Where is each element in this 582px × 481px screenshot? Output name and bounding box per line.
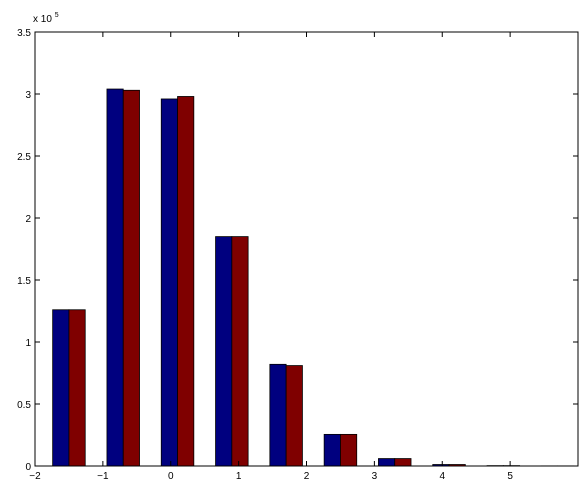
x-tick-label-7: 5 bbox=[507, 471, 513, 481]
bar-s2-3 bbox=[231, 236, 249, 467]
bar-s2-6 bbox=[394, 458, 412, 467]
x-tick-label-6: 4 bbox=[439, 471, 445, 481]
x-tick-label-4: 2 bbox=[304, 471, 310, 481]
bar-s2-4 bbox=[285, 365, 303, 467]
x-tick-label-2: 0 bbox=[168, 471, 174, 481]
axes-layer bbox=[34, 31, 579, 467]
x-tick-label-0: −2 bbox=[29, 471, 41, 481]
bar-s1-6 bbox=[378, 458, 396, 467]
x-tick-label-3: 1 bbox=[236, 471, 242, 481]
y-tick-label-3: 1.5 bbox=[17, 276, 31, 287]
y-tick-label-2: 1 bbox=[25, 338, 31, 349]
y-tick-label-6: 3 bbox=[25, 90, 31, 101]
y-tick-label-4: 2 bbox=[25, 214, 31, 225]
bars-layer bbox=[52, 88, 575, 467]
bar-s1-0 bbox=[52, 309, 70, 467]
bar-s2-5 bbox=[340, 433, 358, 467]
tick-labels-layer: −2 −1 0 1 2 3 4 5 0 0.5 1 1.5 2 2.5 3 3.5 bbox=[17, 28, 513, 481]
bar-s2-1 bbox=[122, 89, 140, 467]
bar-s1-1 bbox=[106, 88, 124, 467]
x-tick-label-1: −1 bbox=[97, 471, 109, 481]
bar-s1-3 bbox=[215, 236, 233, 467]
y-tick-label-7: 3.5 bbox=[17, 28, 31, 39]
y-tick-label-0: 0 bbox=[25, 462, 31, 473]
x-tick-label-5: 3 bbox=[372, 471, 378, 481]
y-exponent-base: x 10 bbox=[33, 14, 52, 25]
bar-s2-0 bbox=[68, 309, 86, 467]
y-exponent-label: x 10 5 bbox=[33, 12, 59, 25]
bar-s1-4 bbox=[269, 363, 287, 467]
y-exponent-power: 5 bbox=[55, 12, 59, 19]
bar-s1-2 bbox=[160, 98, 178, 467]
y-tick-label-1: 0.5 bbox=[17, 400, 31, 411]
y-tick-label-5: 2.5 bbox=[17, 152, 31, 163]
bar-s2-2 bbox=[177, 96, 195, 467]
bar-s1-5 bbox=[323, 433, 341, 467]
